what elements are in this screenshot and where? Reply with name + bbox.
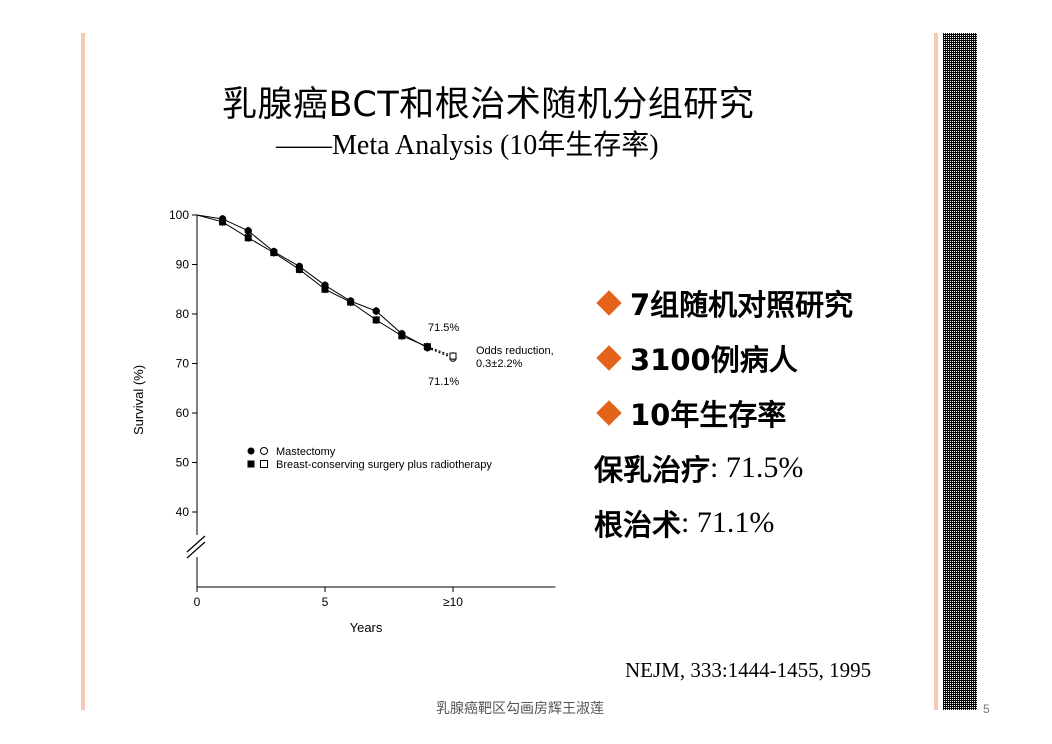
axis-break-mark xyxy=(186,535,206,553)
x-tick-label: 0 xyxy=(194,595,201,609)
page-number: 5 xyxy=(983,702,990,716)
bullet-text: 3100例病人 xyxy=(630,342,798,377)
slide-title: 乳腺癌BCT和根治术随机分组研究 xyxy=(222,85,755,125)
bcs-data-point xyxy=(244,234,252,242)
bcs-data-point xyxy=(219,218,227,226)
legend-mastectomy-filled-marker xyxy=(247,447,255,455)
footer-text: 乳腺癌靶区勾画房辉王淑莲 xyxy=(436,701,604,717)
y-tick-label: 90 xyxy=(176,258,190,272)
bcs-data-point xyxy=(372,316,380,324)
axis-break-mark xyxy=(186,541,206,559)
mastectomy-data-point xyxy=(372,307,380,315)
legend-bcs-open-marker xyxy=(260,460,268,468)
bullet-item: 7组随机对照研究 xyxy=(594,275,853,330)
right-decorative-band xyxy=(943,33,977,710)
mastectomy-end-value-label: 71.1% xyxy=(428,376,459,388)
bullet-item: 3100例病人 xyxy=(594,330,853,385)
bcs-data-point xyxy=(321,285,329,293)
odds-reduction-line2: 0.3±2.2% xyxy=(476,358,523,370)
x-tick-label: 5 xyxy=(322,595,329,609)
citation: NEJM, 333:1444-1455, 1995 xyxy=(625,658,872,682)
y-tick-label: 60 xyxy=(176,406,190,420)
x-tick-label: ≥10 xyxy=(443,595,463,609)
bullet-text: 10年生存率 xyxy=(630,397,787,432)
legend-mastectomy-label: Mastectomy xyxy=(276,446,336,458)
bcs-data-point xyxy=(398,332,406,340)
y-tick-label: 50 xyxy=(176,456,190,470)
chart-series-lines xyxy=(196,214,454,359)
result-value: : 71.1% xyxy=(681,505,775,539)
chart-legend: Mastectomy Breast-conserving surgery plu… xyxy=(247,446,492,471)
series-line-extrapolated xyxy=(427,346,454,357)
diamond-bullet-icon xyxy=(596,344,622,371)
result-label: 保乳治疗 xyxy=(594,452,711,487)
bcs-data-point xyxy=(347,298,355,306)
chart-markers xyxy=(218,214,457,363)
bcs-data-point xyxy=(270,249,278,257)
y-tick-label: 80 xyxy=(176,307,190,321)
bullet-text: 7组随机对照研究 xyxy=(630,287,854,322)
y-tick-label: 70 xyxy=(176,357,190,371)
result-line: 根治术 : 71.1% xyxy=(594,495,853,550)
diamond-bullet-icon xyxy=(596,289,622,316)
bcs-data-point xyxy=(295,265,303,273)
y-tick-label: 100 xyxy=(169,208,189,222)
series-line xyxy=(196,214,428,348)
legend-bcs-filled-marker xyxy=(247,460,255,468)
result-value: : 71.5% xyxy=(710,450,804,484)
y-axis-label: Survival (%) xyxy=(131,365,146,435)
left-decorative-rule xyxy=(81,33,85,710)
y-tick-label: 40 xyxy=(176,505,190,519)
right-decorative-rule xyxy=(934,33,938,710)
bcs-data-point xyxy=(449,352,457,360)
diamond-bullet-icon xyxy=(596,399,622,426)
mastectomy-data-point xyxy=(244,227,252,235)
result-label: 根治术 xyxy=(594,507,682,542)
bullet-item: 10年生存率 xyxy=(594,385,853,440)
chart-axes xyxy=(186,215,556,588)
series-line xyxy=(196,214,428,349)
x-axis-label: Years xyxy=(350,620,383,635)
key-points: 7组随机对照研究 3100例病人 10年生存率 保乳治疗 : 71.5% 根治术… xyxy=(594,275,853,550)
legend-mastectomy-open-marker xyxy=(260,447,268,455)
chart-ticks: 100 90 80 70 60 50 40 0 5 ≥10 xyxy=(169,208,463,609)
result-line: 保乳治疗 : 71.5% xyxy=(594,440,853,495)
odds-reduction-line1: Odds reduction, xyxy=(476,345,554,357)
legend-bcs-label: Breast-conserving surgery plus radiother… xyxy=(276,459,492,471)
series-line-extrapolated xyxy=(427,347,454,359)
bcs-end-value-label: 71.5% xyxy=(428,322,459,334)
bcs-data-point xyxy=(423,343,431,351)
slide-subtitle: ——Meta Analysis (10年生存率) xyxy=(276,130,659,161)
